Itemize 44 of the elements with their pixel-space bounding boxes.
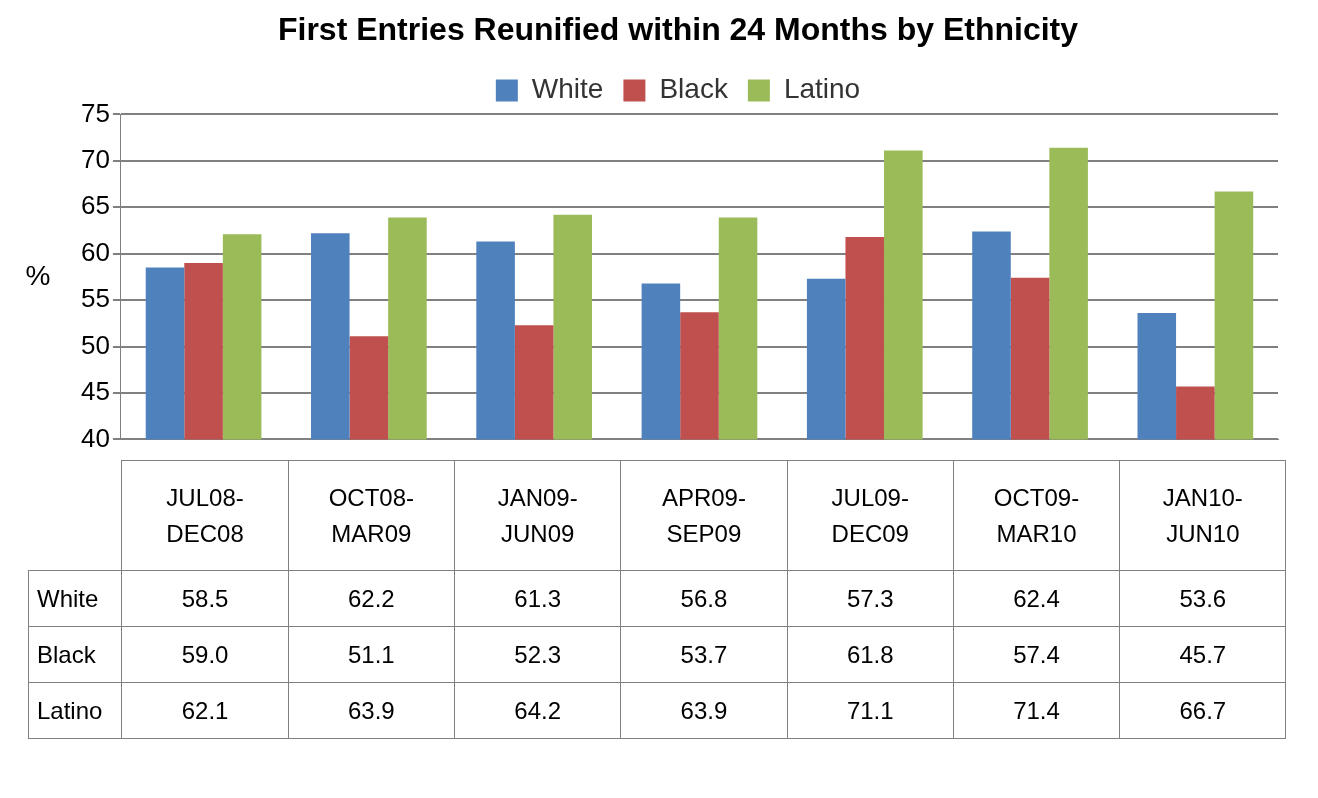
data-label: 53.7 xyxy=(620,626,788,683)
y-axis-title: % xyxy=(25,259,51,291)
data-label: 59.0 xyxy=(121,626,289,683)
data-label: 51.1 xyxy=(288,626,455,683)
data-label: 45.7 xyxy=(1119,626,1286,683)
y-tick-label: 65 xyxy=(81,190,110,221)
text: White xyxy=(37,584,99,612)
data-label: 71.4 xyxy=(953,682,1120,739)
legend-label: Black xyxy=(659,73,729,105)
chart-title: First Entries Reunified within 24 Months by Ethnicity xyxy=(277,11,1079,48)
y-tick-label: 50 xyxy=(81,329,110,360)
data-label: 63.9 xyxy=(620,682,788,739)
data-label: 53.6 xyxy=(1119,570,1286,627)
data-label: 62.4 xyxy=(953,570,1120,627)
data-label: 52.3 xyxy=(454,626,621,683)
y-tick-label: 40 xyxy=(81,422,110,453)
data-label: 63.9 xyxy=(288,682,455,739)
data-label: 58.5 xyxy=(121,570,289,627)
data-label: 64.2 xyxy=(454,682,621,739)
legend-label: White xyxy=(531,73,604,105)
data-label: 61.3 xyxy=(454,570,621,627)
data-label: 61.8 xyxy=(787,626,954,683)
data-label: 57.3 xyxy=(787,570,954,627)
data-label: 62.1 xyxy=(121,682,289,739)
x-tick-label: OCT08-MAR09 xyxy=(328,483,415,547)
data-label: 66.7 xyxy=(1119,682,1286,739)
x-tick-label: APR09-SEP09 xyxy=(661,483,746,547)
x-tick-label: OCT09-MAR10 xyxy=(993,483,1080,547)
legend-label: Latino xyxy=(783,73,861,105)
x-tick-label: JUL09-DEC09 xyxy=(831,483,909,547)
x-tick-label: JAN09-JUN09 xyxy=(497,483,578,547)
data-label: 56.8 xyxy=(620,570,788,627)
text: Black xyxy=(37,640,96,668)
data-label: 62.2 xyxy=(288,570,455,627)
text: Latino xyxy=(37,696,103,724)
y-tick-label: 60 xyxy=(81,236,110,267)
data-label: 57.4 xyxy=(953,626,1120,683)
x-tick-label: JAN10-JUN10 xyxy=(1162,483,1243,547)
y-tick-label: 75 xyxy=(81,97,110,128)
x-tick-label: JUL08-DEC08 xyxy=(166,483,244,547)
data-label: 71.1 xyxy=(787,682,954,739)
y-tick-label: 70 xyxy=(81,144,110,174)
y-tick-label: 55 xyxy=(81,283,110,314)
y-tick-label: 45 xyxy=(81,376,110,407)
